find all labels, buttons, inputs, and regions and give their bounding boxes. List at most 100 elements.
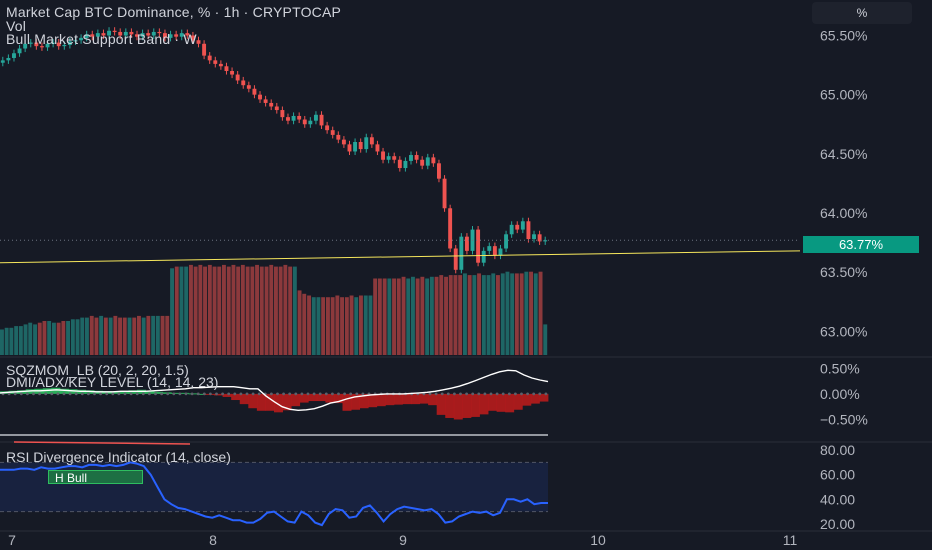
squeeze-dot [105, 392, 109, 396]
volume-bar [519, 273, 524, 355]
volume-bar [231, 264, 236, 355]
volume-bar [453, 275, 458, 355]
support-band-line [0, 250, 801, 264]
candle-body [79, 37, 84, 41]
volume-bar [458, 275, 463, 355]
squeeze-dot [7, 392, 11, 396]
candle-body [425, 157, 430, 166]
symbol-title[interactable]: Market Cap BTC Dominance, % · 1h · CRYPT… [6, 4, 342, 20]
volume-bar [113, 315, 118, 355]
volume-bar [80, 317, 85, 355]
volume-bar [70, 319, 75, 355]
candle-body [392, 156, 397, 160]
squeeze-dot [26, 392, 29, 396]
candle-body [319, 114, 324, 126]
price-tick-label: 63.50% [820, 264, 867, 280]
momentum-bar [505, 393, 515, 413]
candle-body [258, 94, 262, 100]
volume-bar [278, 266, 283, 355]
volume-bar [23, 324, 28, 355]
volume-bar [406, 278, 411, 355]
candle-body [235, 74, 240, 81]
volume-bar [411, 276, 415, 355]
volume-bar [137, 315, 141, 355]
candle-body [163, 33, 167, 38]
volume-bar [33, 324, 37, 355]
volume-bar [392, 278, 396, 355]
momentum-bar [479, 393, 489, 415]
price-tick-label: 65.50% [820, 28, 867, 44]
volume-bar [103, 317, 108, 355]
candle-body [135, 34, 139, 37]
candle-body [302, 119, 307, 125]
momentum-bar [351, 393, 361, 410]
candle-body [62, 44, 67, 47]
time-tick-label: 7 [8, 532, 16, 548]
volume-bar [61, 321, 66, 355]
volume-bar [463, 273, 467, 355]
squeeze-dot [184, 392, 188, 396]
momentum-bar [282, 393, 292, 411]
candle-body [174, 34, 179, 37]
percent-scale-button[interactable]: % [812, 2, 912, 24]
candle-body [537, 234, 542, 242]
candle-body [280, 110, 285, 118]
volume-bar [18, 326, 23, 355]
momentum-bar [368, 393, 378, 408]
volume-bar [179, 266, 184, 355]
adx-line [0, 369, 549, 412]
volume-bar [56, 322, 61, 355]
volume-bar [434, 276, 439, 355]
candle-body [358, 142, 363, 150]
candle-body [336, 134, 341, 140]
candle-body [403, 160, 408, 169]
volume-bar [514, 273, 519, 355]
momentum-bar [522, 393, 532, 406]
candle-body [168, 34, 173, 38]
rsi-tick-label: 60.00 [820, 467, 855, 483]
candle-body [274, 106, 279, 111]
volume-bar [382, 278, 387, 355]
rsi-legend[interactable]: RSI Divergence Indicator (14, close) [6, 449, 231, 465]
momentum-bar [419, 393, 429, 404]
squeeze-dot [270, 392, 273, 396]
volume-bar [212, 266, 217, 355]
volume-bar [250, 266, 255, 355]
volume-bar [174, 266, 179, 355]
candle-body [118, 31, 123, 36]
candle-body [0, 60, 5, 63]
momentum-bar [402, 393, 412, 405]
sqzmom-legend[interactable]: SQZMOM_LB (20, 2, 20, 1.5) [6, 362, 189, 378]
candle-body [492, 246, 497, 256]
squeeze-dot [239, 392, 243, 396]
volume-bar [354, 297, 359, 355]
candle-body [313, 114, 318, 121]
momentum-bar [265, 393, 275, 411]
volume-bar [151, 315, 156, 355]
volume-bar [496, 275, 500, 355]
momentum-bar [393, 393, 403, 405]
candle-body [414, 155, 419, 160]
squeeze-dot [44, 392, 48, 396]
volume-bar [486, 275, 491, 355]
candle-body [459, 236, 464, 270]
volume-legend[interactable]: Vol [6, 18, 27, 34]
volume-bar [415, 278, 420, 355]
rsi-tick-label: 20.00 [820, 516, 855, 532]
dmi-legend[interactable]: DMI/ADX/KEY LEVEL (14, 14, 23) [6, 374, 219, 390]
squeeze-dot [276, 392, 279, 396]
squeeze-dot [257, 392, 261, 396]
candle-body [6, 57, 11, 61]
candle-body [34, 42, 39, 47]
candle-body [112, 30, 117, 32]
support-band-legend[interactable]: Bull Market Support Band · W [6, 31, 197, 47]
squeeze-dot [471, 392, 475, 396]
squeeze-dot [489, 392, 493, 396]
squeeze-dot [221, 392, 225, 396]
volume-bar [255, 264, 259, 355]
candle-body [269, 102, 274, 107]
candle-body [353, 142, 358, 152]
candle-body [476, 229, 481, 263]
squeeze-dot [227, 392, 231, 396]
